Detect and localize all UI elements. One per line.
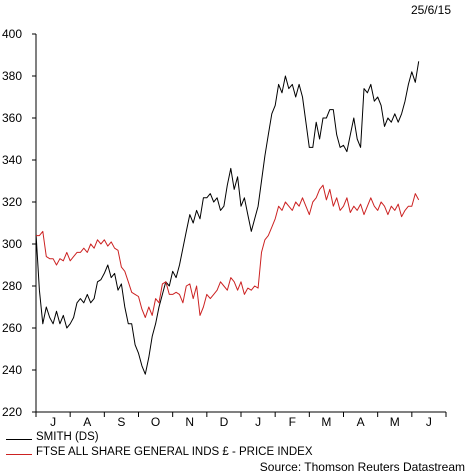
x-tick-label: O — [151, 415, 160, 429]
y-tick-label: 300 — [2, 237, 22, 251]
y-tick-label: 340 — [2, 153, 22, 167]
legend-label-smith: SMITH (DS) — [36, 431, 99, 443]
y-tick-label: 400 — [2, 27, 22, 41]
x-tick-label: M — [390, 415, 400, 429]
x-tick-label: F — [289, 415, 296, 429]
legend-item-ftse: FTSE ALL SHARE GENERAL INDS £ - PRICE IN… — [6, 446, 313, 458]
x-tick-label: A — [357, 415, 365, 429]
series-line-ftse — [36, 184, 420, 318]
x-tick-label: N — [185, 415, 194, 429]
x-tick-label: M — [321, 415, 331, 429]
y-tick-label: 220 — [2, 405, 22, 419]
legend-item-smith: SMITH (DS) — [6, 431, 99, 443]
chart-series — [35, 61, 420, 375]
line-chart: 220 240 260 280 300 320 340 360 380 400 J A S O N D J F M A… — [2, 27, 447, 429]
legend-label-ftse: FTSE ALL SHARE GENERAL INDS £ - PRICE IN… — [36, 446, 313, 458]
date-label: 25/6/15 — [410, 3, 451, 17]
legend-swatch-smith — [6, 438, 32, 440]
x-tick-label: J — [50, 415, 56, 429]
x-tick-label: D — [220, 415, 229, 429]
legend-swatch-ftse — [6, 453, 32, 455]
y-tick-label: 280 — [2, 279, 22, 293]
source-label: Source: Thomson Reuters Datastream — [259, 460, 465, 474]
x-tick-label: S — [117, 415, 125, 429]
y-tick-label: 260 — [2, 321, 22, 335]
series-line-smith — [35, 61, 420, 375]
y-tick-label: 320 — [2, 195, 22, 209]
x-tick-label: J — [255, 415, 261, 429]
x-tick-label: A — [83, 415, 91, 429]
y-tick-label: 240 — [2, 363, 22, 377]
y-tick-label: 360 — [2, 111, 22, 125]
x-tick-label: J — [426, 415, 432, 429]
y-tick-label: 380 — [2, 69, 22, 83]
chart-axes: 220 240 260 280 300 320 340 360 380 400 J A S O N D J F M A… — [2, 27, 447, 429]
